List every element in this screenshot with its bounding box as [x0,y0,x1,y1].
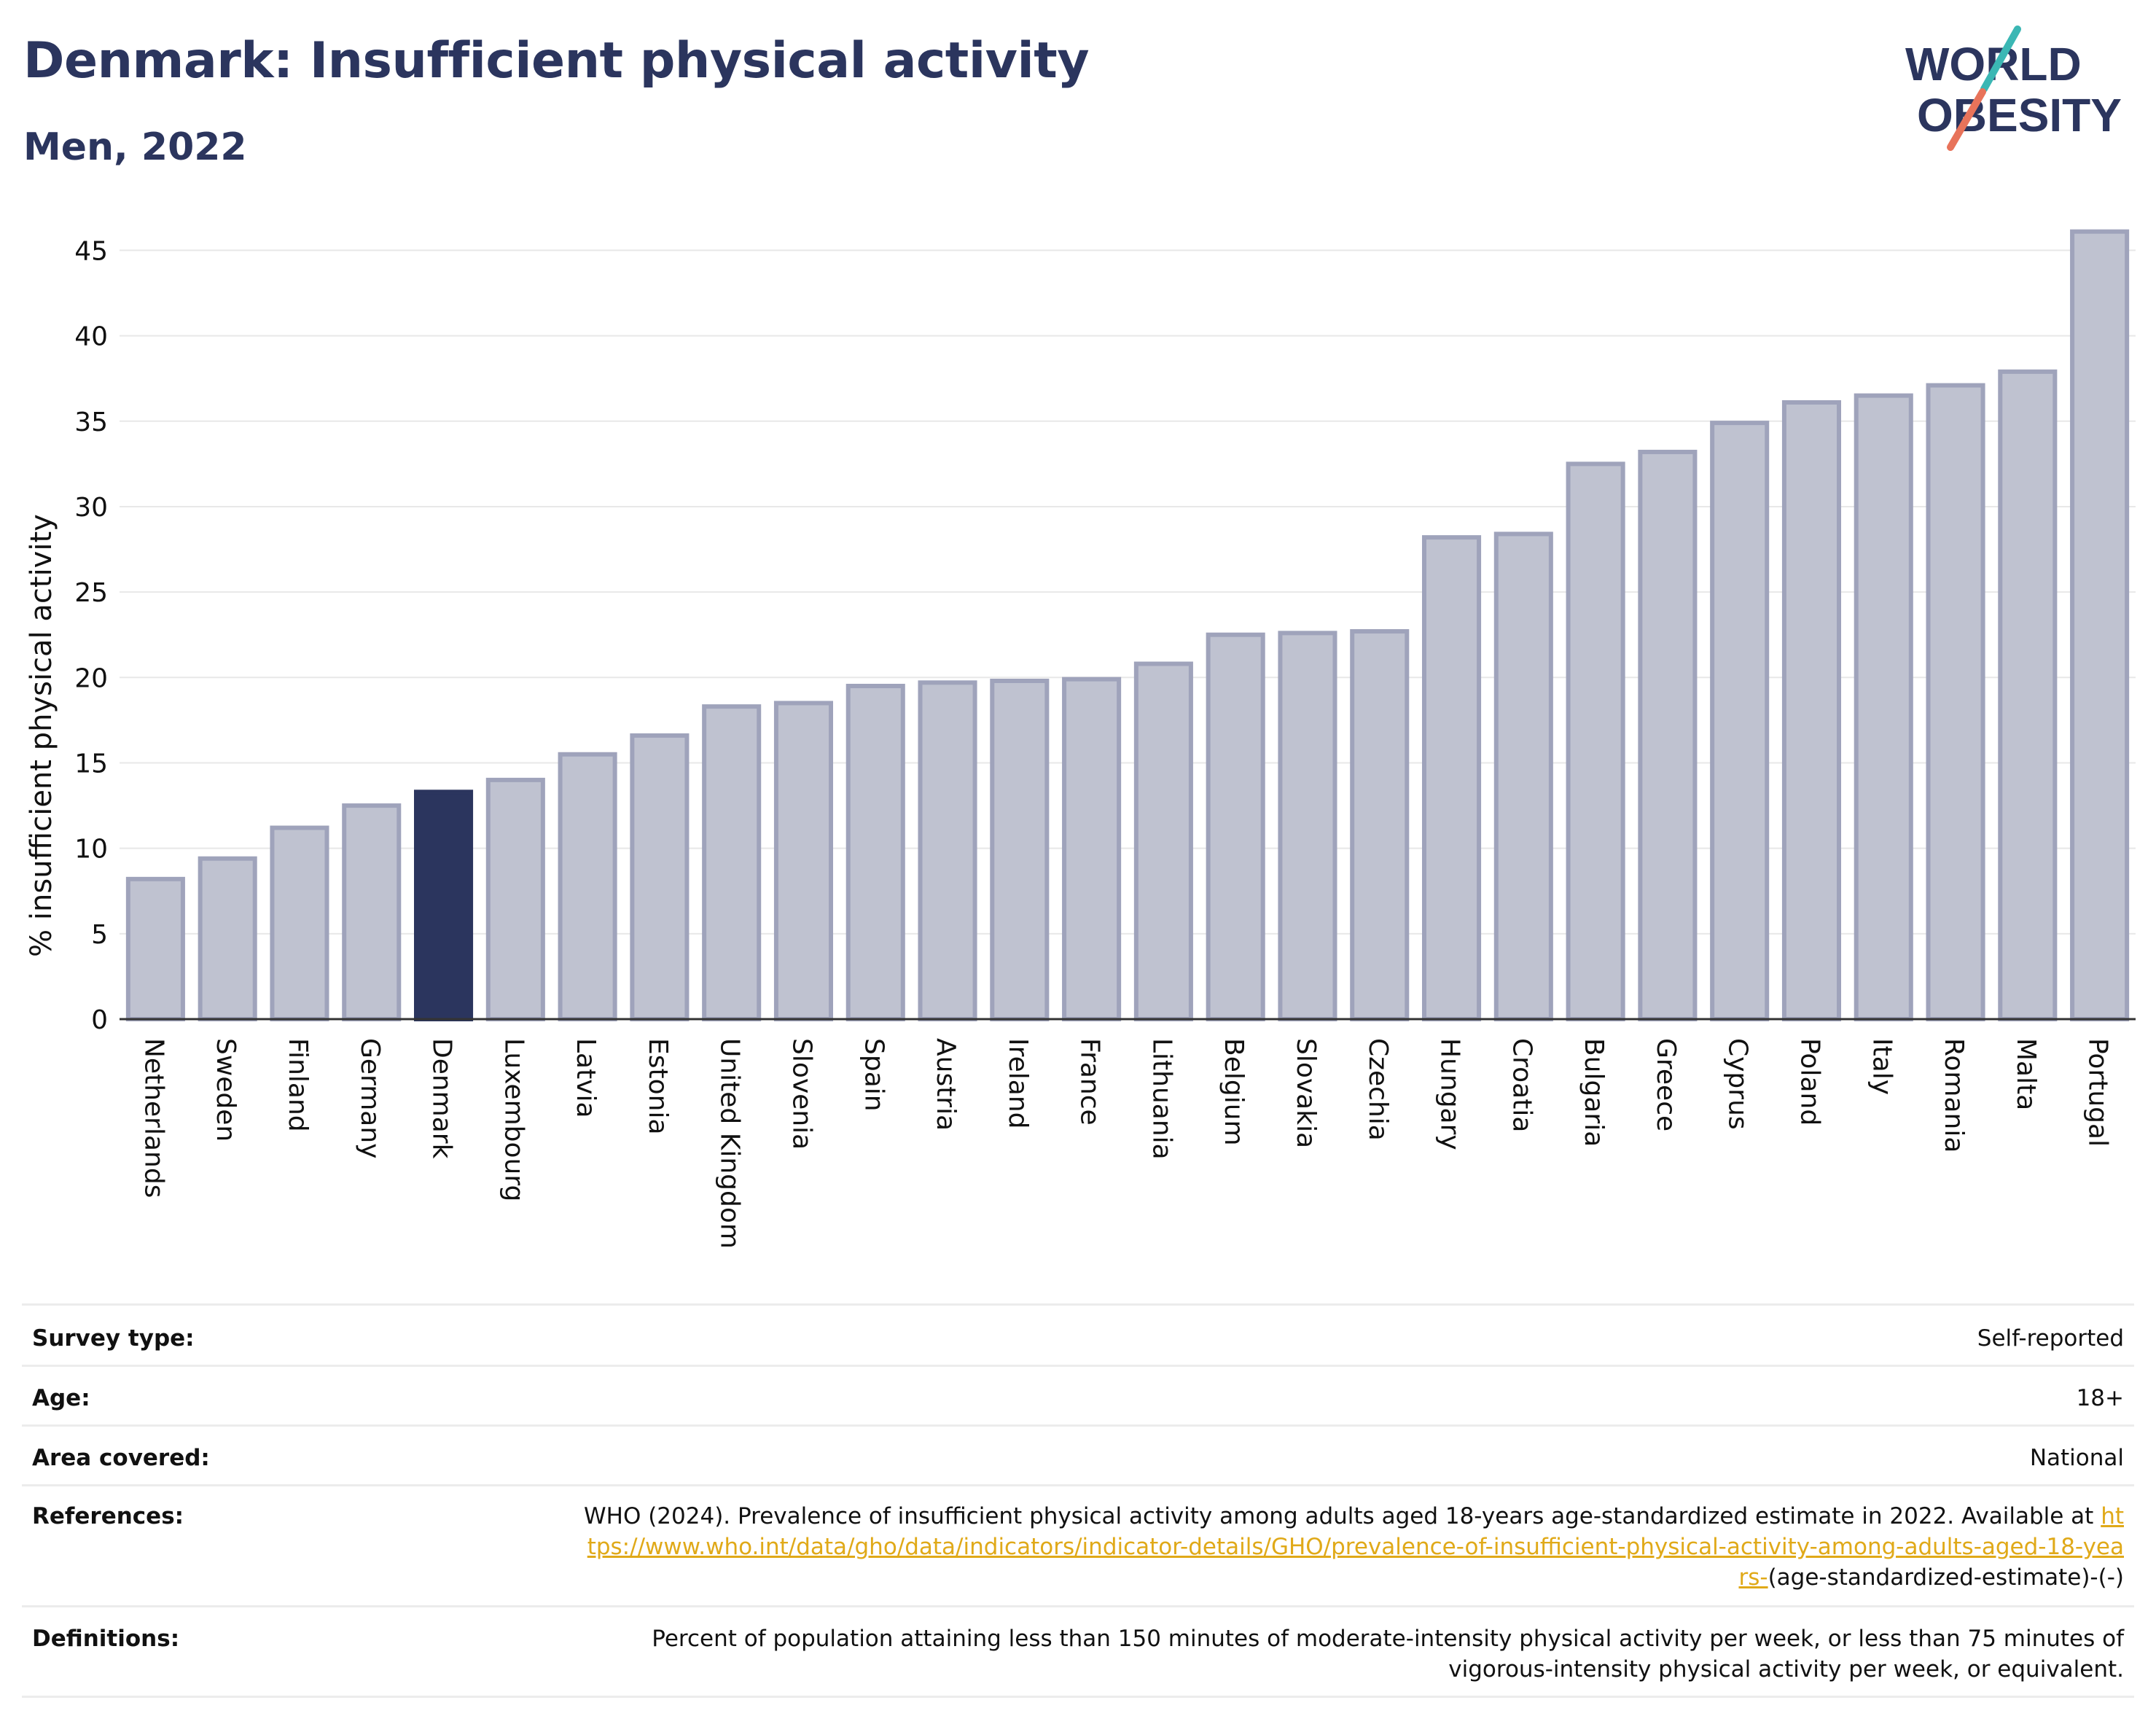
references-value: WHO (2024). Prevalence of insufficient p… [579,1501,2124,1593]
y-tick-label: 20 [74,663,108,693]
y-axis-label: % insufficient physical activity [25,514,58,957]
bar-lithuania [1133,661,1193,1021]
bar-romania [1926,383,1985,1021]
x-tick-label: France [1075,1038,1105,1126]
definitions-row: Definitions: Percent of population attai… [22,1607,2134,1698]
x-tick-label: Croatia [1507,1038,1536,1132]
references-label: References: [32,1503,184,1529]
bar-chart: 0 5 10 15 20 25 30 35 40 45 Netherlands Sweden Finl… [25,229,2136,1249]
x-tick-label: Portugal [2083,1038,2113,1147]
x-tick-label: Poland [1794,1038,1824,1126]
x-tick-label: Hungary [1435,1038,1465,1150]
references-text: WHO (2024). Prevalence of insufficient p… [583,1503,2101,1529]
bar-portugal [2070,229,2130,1022]
bar-poland [1781,400,1842,1021]
bar-malta [1998,369,2058,1022]
x-tick-label: Romania [1939,1038,1969,1153]
x-tick-label: Denmark [427,1038,457,1159]
bar-bulgaria [1566,461,1625,1021]
logo-slash-coral [1947,88,1986,151]
age-value: 18+ [2076,1385,2124,1411]
bar-latvia [558,752,617,1021]
y-tick-label: 5 [91,920,108,950]
x-tick-label: Spain [859,1038,888,1112]
logo-line-1: WORLD [1905,38,2082,90]
x-tick-label: Netherlands [138,1038,168,1198]
references-link[interactable]: https://www.who.int/data/gho/data/indica… [587,1503,2124,1591]
x-tick-label: Cyprus [1723,1038,1753,1130]
survey-type-label: Survey type: [32,1325,195,1352]
bar-ireland [990,678,1050,1022]
x-tick-labels: Netherlands Sweden Finland Germany Denmark Lu… [138,1038,2112,1249]
bar-belgium [1206,632,1265,1021]
y-tick-label: 45 [74,236,108,266]
area-covered-value: National [2029,1445,2124,1471]
bar-greece [1638,449,1698,1021]
references-row: References: WHO (2024). Prevalence of in… [22,1486,2134,1607]
page-title: Denmark: Insufficient physical activity [23,32,1090,90]
x-tick-label: Belgium [1219,1038,1249,1146]
x-tick-label: Italy [1867,1038,1897,1095]
bars [125,229,2130,1022]
bar-estonia [630,733,690,1021]
x-tick-label: Ireland [1003,1038,1033,1129]
x-tick-label: Malta [2011,1038,2041,1110]
world-obesity-logo: WORLD OBESITY [1905,26,2122,151]
y-tick-label: 40 [74,322,108,352]
bar-germany [342,803,402,1021]
x-tick-label: Latvia [571,1038,601,1118]
x-tick-label: Luxembourg [499,1038,528,1201]
y-tick-label: 15 [74,749,108,779]
x-tick-label: Germany [355,1038,385,1158]
x-tick-label: United Kingdom [715,1038,745,1249]
y-tick-label: 30 [74,493,108,523]
bar-hungary [1421,535,1482,1021]
definitions-value: Percent of population attaining less tha… [652,1626,2124,1683]
bar-italy [1854,393,1913,1021]
bar-croatia [1493,531,1553,1021]
y-tick-label: 35 [74,408,108,437]
area-covered-label: Area covered: [32,1445,210,1471]
y-tick-label: 10 [74,835,108,865]
survey-type-value: Self-reported [1977,1325,2124,1352]
x-tick-label: Sweden [211,1038,241,1142]
age-label: Age: [32,1385,90,1411]
x-tick-label: Czechia [1363,1038,1393,1141]
page-subtitle: Men, 2022 [23,125,247,169]
bar-united-kingdom [702,704,762,1022]
age-row: Age: 18+ [22,1367,2134,1427]
x-tick-label: Estonia [643,1038,673,1135]
x-tick-label: Greece [1651,1038,1681,1131]
definitions-label: Definitions: [32,1626,180,1652]
bar-spain [845,684,905,1021]
x-tick-label: Lithuania [1147,1038,1176,1160]
y-tick-label: 25 [74,578,108,608]
x-tick-label: Austria [931,1038,961,1131]
logo-line-2: OBESITY [1917,89,2122,141]
bar-cyprus [1710,421,1770,1021]
bar-denmark [413,789,474,1021]
bar-luxembourg [485,777,545,1022]
y-tick-label: 0 [91,1005,108,1035]
survey-type-row: Survey type: Self-reported [22,1306,2134,1367]
x-tick-label: Finland [283,1038,313,1132]
bar-czechia [1350,629,1410,1021]
bar-slovakia [1278,631,1337,1021]
area-covered-row: Area covered: National [22,1427,2134,1486]
bar-finland [270,825,329,1021]
y-tick-labels: 0 5 10 15 20 25 30 35 40 45 [74,236,108,1035]
bar-sweden [198,856,257,1021]
bar-france [1062,677,1122,1021]
x-tick-label: Slovenia [786,1038,816,1150]
x-tick-label: Slovakia [1291,1038,1321,1148]
x-tick-label: Bulgaria [1579,1038,1609,1147]
references-suffix: (age-standardized-estimate)-(-) [1768,1564,2124,1591]
bar-austria [918,680,977,1021]
metadata-table: Survey type: Self-reported Age: 18+ Area… [22,1303,2134,1698]
logo-slash-teal [1980,26,2021,93]
bar-slovenia [773,701,834,1022]
bar-netherlands [125,876,185,1022]
